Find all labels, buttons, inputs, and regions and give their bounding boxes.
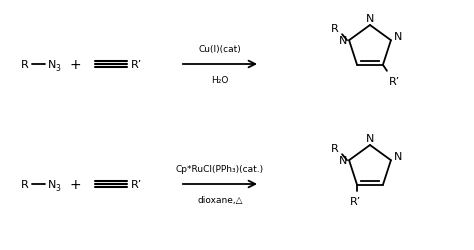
Text: Cp*RuCl(PPh₃)(cat.): Cp*RuCl(PPh₃)(cat.) — [176, 164, 264, 173]
Text: R’: R’ — [131, 179, 142, 189]
Text: R’: R’ — [131, 60, 142, 70]
Text: +: + — [69, 58, 81, 72]
Text: N: N — [394, 152, 402, 162]
Text: R: R — [331, 24, 339, 34]
Text: +: + — [69, 177, 81, 191]
Text: N: N — [48, 179, 56, 189]
Text: N: N — [48, 60, 56, 70]
Text: Cu(I)(cat): Cu(I)(cat) — [199, 45, 241, 54]
Text: R: R — [21, 179, 29, 189]
Text: R’: R’ — [389, 76, 401, 86]
Text: H₂O: H₂O — [211, 76, 228, 85]
Text: 3: 3 — [55, 64, 60, 73]
Text: R: R — [21, 60, 29, 70]
Text: dioxane,△: dioxane,△ — [197, 195, 243, 204]
Text: R: R — [331, 144, 339, 154]
Text: R’: R’ — [349, 196, 361, 206]
Text: 3: 3 — [55, 183, 60, 192]
Text: N: N — [366, 14, 374, 24]
Text: N: N — [394, 32, 402, 42]
Text: N: N — [339, 36, 347, 46]
Text: N: N — [339, 156, 347, 166]
Text: N: N — [366, 134, 374, 143]
